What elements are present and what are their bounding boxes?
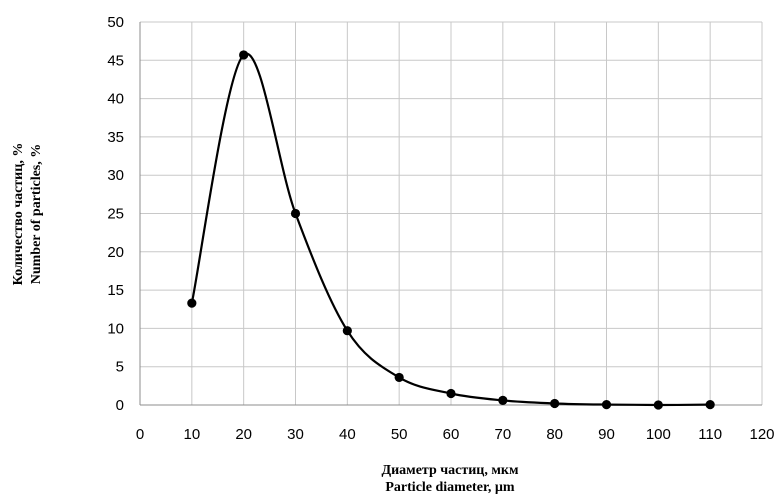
y-tick-label: 20: [107, 244, 124, 261]
y-tick-label: 10: [107, 320, 124, 337]
data-point: [498, 395, 508, 406]
data-point: [342, 326, 352, 336]
x-tick-label: 120: [749, 426, 774, 443]
x-tick-labels: 0 10 20 30 40 50 60 70 80 90 100 110 120: [136, 426, 775, 443]
x-tick-label: 0: [136, 426, 144, 443]
data-point: [187, 298, 197, 308]
data-point: [601, 400, 612, 410]
y-tick-label: 25: [107, 206, 124, 223]
y-tick-label: 0: [116, 397, 124, 414]
data-point: [550, 398, 560, 409]
data-point: [653, 400, 663, 410]
x-tick-label: 100: [646, 426, 671, 443]
y-tick-label: 5: [116, 359, 124, 376]
y-axis-title-en: Number of particles, %: [29, 144, 44, 285]
x-axis-title-en: Particle diameter, µm: [385, 480, 515, 495]
x-tick-label: 50: [391, 426, 408, 443]
y-tick-label: 50: [107, 14, 124, 31]
x-tick-label: 40: [339, 426, 356, 443]
x-tick-label: 30: [287, 426, 304, 443]
x-tick-label: 60: [443, 426, 460, 443]
y-tick-label: 15: [107, 282, 124, 299]
x-tick-label: 80: [546, 426, 563, 443]
y-tick-label: 45: [107, 52, 124, 69]
x-tick-label: 10: [183, 426, 200, 443]
data-point: [394, 372, 404, 383]
x-tick-label: 90: [598, 426, 615, 443]
y-axis-title: Количество частиц, %: [11, 143, 26, 286]
x-tick-label: 110: [698, 426, 722, 443]
y-tick-label: 30: [107, 167, 124, 184]
data-point: [239, 50, 249, 60]
data-point: [290, 208, 301, 219]
x-tick-label: 70: [494, 426, 511, 443]
data-points: [187, 50, 715, 410]
data-point: [705, 400, 715, 410]
x-tick-label: 20: [235, 426, 252, 443]
y-tick-label: 40: [107, 91, 124, 108]
y-tick-labels: 0 5 10 15 20 25 30 35 40 45 50: [107, 14, 124, 414]
y-tick-label: 35: [107, 129, 124, 146]
data-point: [446, 388, 456, 399]
x-axis-title: Диаметр частиц, мкм: [381, 463, 519, 478]
